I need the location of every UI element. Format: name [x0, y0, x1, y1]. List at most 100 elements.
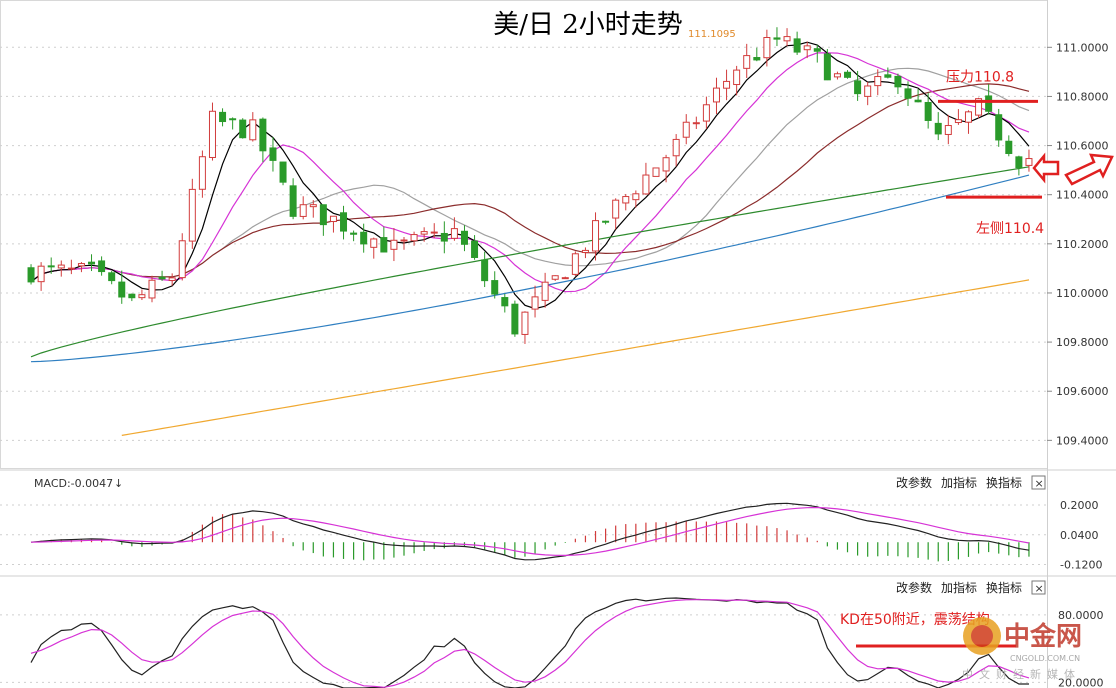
candle-down [823, 53, 831, 81]
candle-up [390, 239, 398, 250]
candle-up [622, 196, 630, 204]
candle-up [178, 240, 186, 279]
candle-up [430, 231, 438, 234]
kd-add-button[interactable]: 加指标 [941, 580, 977, 595]
ma250-line [121, 279, 1030, 436]
candle-up [652, 167, 660, 177]
macd-tick-label: 0.0400 [1060, 529, 1099, 542]
macd-swap-button[interactable]: 换指标 [986, 475, 1022, 490]
candle-down [481, 259, 489, 282]
candle-down [511, 303, 519, 335]
candle-down [460, 230, 468, 245]
candle-up [702, 104, 710, 122]
candle-down [491, 280, 499, 295]
candle-down [934, 122, 942, 135]
kd-close-button[interactable] [1031, 580, 1046, 595]
kd-swap-button[interactable]: 换指标 [986, 580, 1022, 595]
candle-down [904, 88, 912, 99]
y-axis: 111.0000 110.8000 110.6000 110.4000 110.2000… [1047, 41, 1109, 447]
macd-close-icon: × [1035, 477, 1044, 490]
candle-up [763, 37, 771, 59]
candle-up [964, 111, 972, 123]
candle-down [229, 118, 237, 121]
ma120-line [30, 174, 1030, 363]
candle-up [783, 36, 791, 42]
arrow-left-icon [1032, 152, 1060, 184]
y-tick-label: 110.8000 [1056, 90, 1109, 103]
macd-dea-line [30, 506, 1030, 557]
macd-tick-label: 0.2000 [1060, 499, 1099, 512]
candle-up [682, 121, 690, 138]
candle-up [954, 119, 962, 124]
candle-down [128, 293, 136, 299]
candle-up [561, 277, 569, 280]
candle-up [1025, 158, 1033, 166]
macd-down-arrow-icon: ↓ [114, 477, 123, 490]
ma60-line [30, 166, 1030, 358]
kd-params-button[interactable]: 改参数 [896, 580, 932, 595]
candle-up [400, 239, 408, 242]
candle-down [239, 119, 247, 139]
candle-up [37, 265, 45, 283]
candle-up [551, 275, 559, 280]
candle-up [138, 294, 146, 299]
candle-up [148, 279, 156, 299]
candle-up [612, 199, 620, 219]
high-price-label: 111.1095 [688, 29, 736, 40]
candle-up [329, 215, 337, 223]
macd-add-button[interactable]: 加指标 [941, 475, 977, 490]
candle-up [803, 45, 811, 51]
annotations: 压力110.8 左侧110.4 111.1095 [688, 29, 1114, 237]
candle-up [712, 87, 720, 103]
candle-up [642, 174, 650, 195]
candle-down [854, 80, 862, 95]
candle-down [985, 95, 993, 112]
arrow-right-icon [1064, 153, 1114, 186]
candle-up [188, 188, 196, 242]
candle-up [208, 110, 216, 158]
candle-down [289, 185, 297, 217]
candle-up [198, 156, 206, 190]
support-label: 左侧110.4 [976, 221, 1044, 237]
candle-down [88, 261, 96, 265]
kd-k-line [30, 597, 1029, 688]
candle-down [98, 260, 106, 273]
candle-up [541, 281, 549, 301]
candle-up [743, 55, 751, 69]
candle-up [249, 119, 257, 141]
candle-up [581, 249, 589, 253]
candle-up [723, 80, 731, 89]
candle-down [995, 114, 1003, 141]
candle-down [340, 212, 348, 232]
candle-down [813, 48, 821, 52]
candle-up [57, 264, 65, 269]
candle-down [602, 220, 610, 223]
candle-down [1015, 156, 1023, 169]
candle-down [793, 38, 801, 53]
macd-tick-label: -0.1200 [1060, 559, 1102, 572]
candle-up [450, 228, 458, 239]
candle-down [1005, 140, 1013, 154]
candle-down [924, 101, 932, 121]
candle-down [844, 71, 852, 78]
candle-down [269, 147, 277, 161]
macd-close-button[interactable] [1031, 475, 1046, 490]
candle-down [118, 281, 126, 298]
candle-up [521, 311, 529, 335]
candle-down [894, 75, 902, 88]
macd-params-button[interactable]: 改参数 [896, 475, 932, 490]
kd-d-line [30, 599, 1030, 688]
candle-up [874, 76, 882, 87]
candle-down [259, 118, 267, 152]
kd-note-label: KD在50附近，震荡结构 [840, 612, 990, 628]
watermark: 中金网 CNGOLD.COM.CN 中文财经新媒体 [962, 617, 1082, 681]
candle-up [632, 193, 640, 201]
candle-up [692, 122, 700, 125]
candle-down [219, 111, 227, 123]
candle-up [571, 253, 579, 275]
candle-up [662, 157, 670, 172]
kd-tick-label: 20.0000 [1058, 676, 1104, 688]
y-tick-label: 110.6000 [1056, 140, 1109, 153]
candle-up [370, 238, 378, 248]
